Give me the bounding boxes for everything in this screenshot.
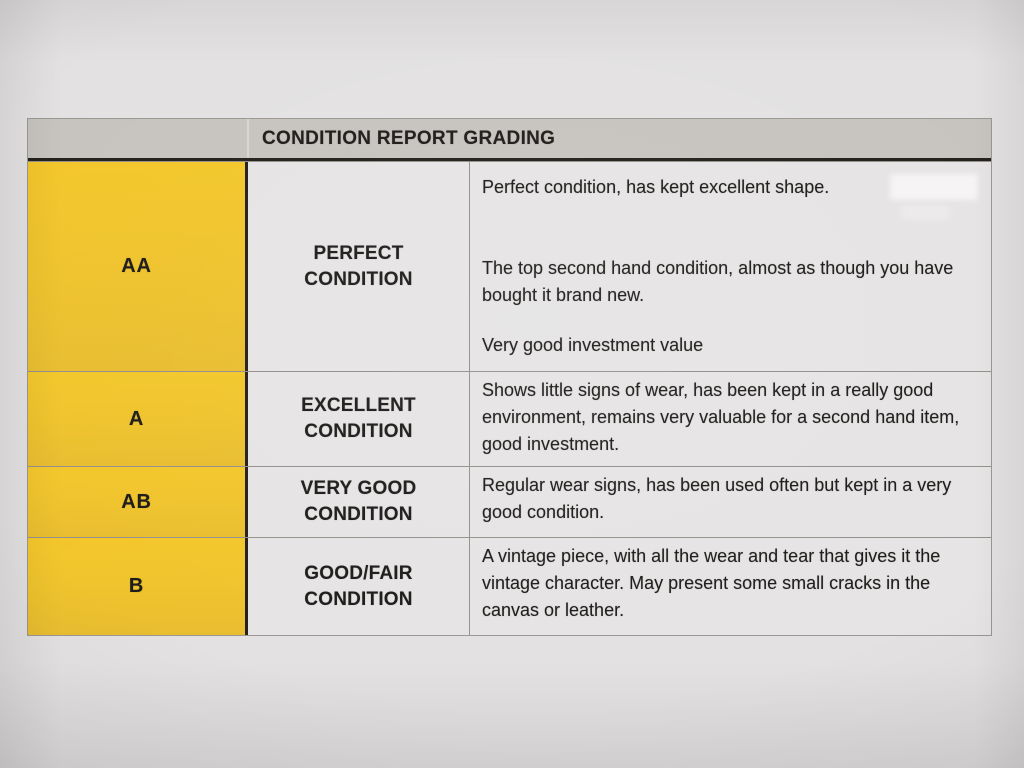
table-row: A EXCELLENT CONDITION Shows little signs… — [28, 371, 991, 466]
condition-label-line: VERY GOOD — [300, 478, 417, 499]
grade-cell-ab: AB — [28, 467, 248, 537]
description-paragraph: Regular wear signs, has been used often … — [482, 475, 952, 522]
table-row: AB VERY GOOD CONDITION Regular wear sign… — [28, 466, 991, 537]
condition-label-line: CONDITION — [304, 421, 413, 442]
table-title: CONDITION REPORT GRADING — [262, 127, 556, 149]
condition-label-line: CONDITION — [304, 588, 413, 610]
description-cell: Regular wear signs, has been used often … — [470, 467, 991, 537]
table-row: B GOOD/FAIR CONDITION A vintage piece, w… — [28, 537, 991, 635]
header-empty-cell — [28, 119, 249, 158]
description-paragraph: The top second hand condition, almost as… — [482, 258, 954, 305]
condition-label-line: CONDITION — [304, 268, 413, 290]
grade-cell-b: B — [28, 538, 248, 635]
condition-report-grading-table: CONDITION REPORT GRADING AA PERFECT COND… — [27, 118, 992, 636]
table-header-row: CONDITION REPORT GRADING — [28, 119, 991, 161]
condition-label-line: PERFECT — [313, 242, 404, 264]
condition-label-cell: EXCELLENT CONDITION — [248, 372, 470, 466]
condition-label-cell: PERFECT CONDITION — [248, 162, 470, 371]
description-paragraph: Very good investment value — [482, 335, 704, 355]
table-row: AA PERFECT CONDITION Perfect condition, … — [28, 161, 991, 371]
description-cell: Perfect condition, has kept excellent sh… — [470, 162, 991, 371]
condition-label-cell: VERY GOOD CONDITION — [248, 467, 470, 537]
condition-label-line: CONDITION — [304, 504, 413, 525]
description-paragraph: A vintage piece, with all the wear and t… — [482, 546, 941, 620]
description-paragraph: Shows little signs of wear, has been kep… — [482, 380, 960, 454]
condition-label-line: EXCELLENT — [301, 395, 416, 416]
whiteout-patch — [900, 206, 950, 219]
description-cell: Shows little signs of wear, has been kep… — [470, 372, 991, 466]
description-paragraph: Perfect condition, has kept excellent sh… — [482, 177, 830, 197]
grade-cell-a: A — [28, 372, 248, 466]
condition-label-line: GOOD/FAIR — [304, 562, 413, 584]
description-cell: A vintage piece, with all the wear and t… — [470, 538, 991, 635]
whiteout-patch — [890, 174, 978, 200]
grade-cell-aa: AA — [28, 162, 248, 371]
condition-label-cell: GOOD/FAIR CONDITION — [248, 538, 470, 635]
